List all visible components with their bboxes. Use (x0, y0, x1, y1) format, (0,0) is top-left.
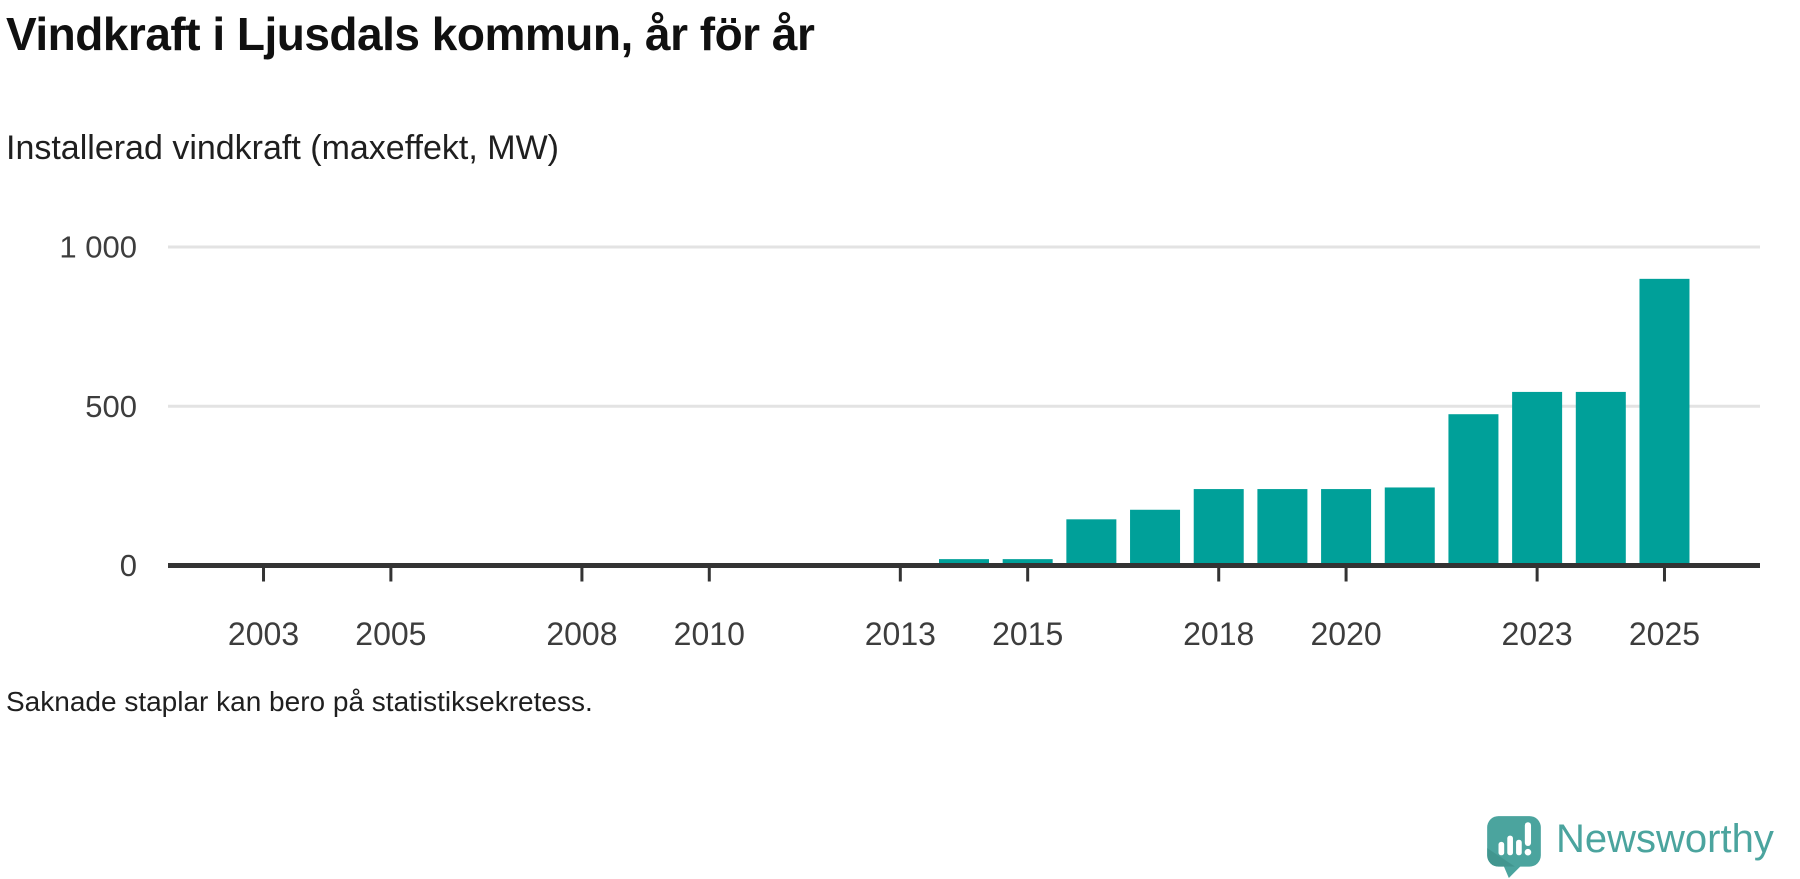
chart-subtitle: Installerad vindkraft (maxeffekt, MW) (6, 129, 559, 167)
x-tick-label-2013: 2013 (865, 616, 936, 652)
chart-title: Vindkraft i Ljusdals kommun, år för år (6, 8, 815, 60)
x-tick-label-2005: 2005 (355, 616, 426, 652)
y-tick-label-1000: 1 000 (59, 230, 137, 265)
bar-2021 (1384, 487, 1435, 566)
bar-2024 (1575, 391, 1626, 566)
y-tick-label-500: 500 (85, 389, 137, 424)
bar-2022 (1448, 414, 1499, 566)
x-tick-label-2015: 2015 (992, 616, 1063, 652)
x-tick-label-2023: 2023 (1502, 616, 1573, 652)
y-tick-label-0: 0 (120, 548, 137, 583)
bar-2016 (1066, 519, 1117, 566)
x-tick-label-2008: 2008 (546, 616, 617, 652)
chart-footnote: Saknade staplar kan bero på statistiksek… (6, 686, 593, 717)
bar-2017 (1130, 509, 1181, 566)
x-tick-label-2010: 2010 (674, 616, 745, 652)
speech-bubble-bar-chart-icon (1487, 816, 1541, 878)
bar-2023 (1512, 391, 1563, 566)
x-tick-label-2003: 2003 (228, 616, 299, 652)
x-tick-label-2020: 2020 (1310, 616, 1381, 652)
bar-2025 (1639, 278, 1690, 566)
newsworthy-logo: Newsworthy (1486, 814, 1774, 878)
bar-2019 (1257, 489, 1308, 566)
bar-2018 (1193, 489, 1244, 566)
bar-2014 (939, 559, 989, 566)
newsworthy-logo-text: Newsworthy (1556, 817, 1774, 861)
x-tick-label-2025: 2025 (1629, 616, 1700, 652)
bar-2015 (1002, 559, 1053, 566)
bar-2020 (1321, 489, 1372, 566)
x-tick-label-2018: 2018 (1183, 616, 1254, 652)
